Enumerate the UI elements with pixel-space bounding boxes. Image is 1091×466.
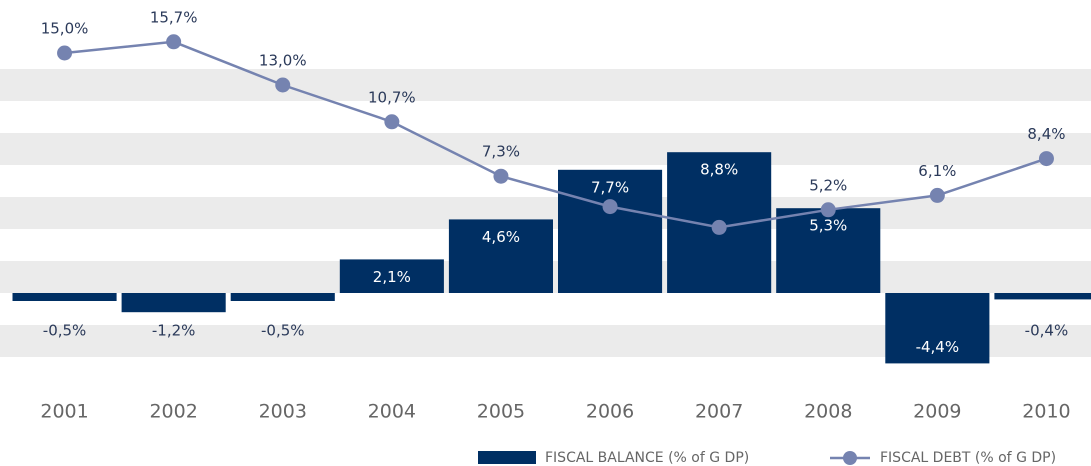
- line-label: 15,7%: [150, 8, 198, 26]
- legend-label: FISCAL BALANCE (% of G DP): [545, 450, 749, 466]
- x-tick-label: 2009: [913, 401, 961, 423]
- x-tick-label: 2008: [804, 401, 852, 423]
- bar: [121, 293, 226, 313]
- line-point: [57, 45, 73, 61]
- line-label: 15,0%: [41, 20, 89, 38]
- line-label: 5,2%: [809, 176, 847, 194]
- line-point: [384, 114, 400, 130]
- x-tick-label: 2005: [477, 401, 525, 423]
- line-label: 6,1%: [918, 162, 956, 180]
- bar-label: 5,3%: [809, 217, 847, 235]
- line-point: [166, 34, 182, 50]
- bar: [12, 293, 117, 301]
- line-point: [1038, 151, 1054, 167]
- bar: [448, 219, 553, 293]
- bar-label: 2,1%: [373, 268, 411, 286]
- bar-label: -0,5%: [261, 322, 305, 340]
- legend-label: FISCAL DEBT (% of G DP): [880, 450, 1056, 466]
- x-tick-label: 2004: [368, 401, 416, 423]
- line-label: 13,0%: [259, 52, 307, 70]
- x-tick-label: 2006: [586, 401, 634, 423]
- line-label: 8,4%: [1027, 125, 1065, 143]
- bar-label: 7,7%: [591, 178, 629, 196]
- grid-band: [0, 69, 1091, 101]
- bar: [558, 169, 663, 293]
- line-point: [493, 168, 509, 184]
- bar-label: -4,4%: [916, 338, 960, 356]
- line-point: [711, 219, 727, 235]
- line-point: [929, 187, 945, 203]
- legend-swatch: [478, 451, 536, 464]
- x-tick-label: 2001: [40, 401, 88, 423]
- bar: [776, 208, 881, 293]
- bar: [339, 259, 444, 293]
- bar: [885, 293, 990, 364]
- grid-band: [0, 133, 1091, 165]
- bar: [230, 293, 335, 301]
- line-point: [602, 199, 618, 215]
- line-label: 10,7%: [368, 88, 416, 106]
- bar-label: 4,6%: [482, 228, 520, 246]
- x-tick-label: 2010: [1022, 401, 1070, 423]
- x-tick-label: 2003: [259, 401, 307, 423]
- x-tick-label: 2002: [149, 401, 197, 423]
- line-point: [275, 77, 291, 93]
- bar-label: -0,5%: [43, 322, 87, 340]
- line: [64, 40, 1047, 229]
- bar-label: -0,4%: [1025, 322, 1069, 340]
- line-label: 7,3%: [482, 143, 520, 161]
- bar-label: 8,8%: [700, 161, 738, 179]
- legend-swatch: [843, 451, 857, 465]
- line-point: [820, 202, 836, 218]
- bar: [994, 293, 1091, 300]
- bar-label: -1,2%: [152, 322, 196, 340]
- x-tick-label: 2007: [695, 401, 743, 423]
